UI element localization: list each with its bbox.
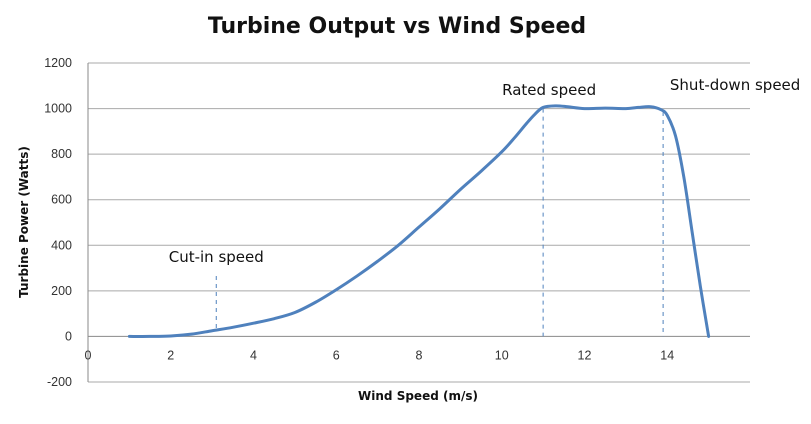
x-tick-label: 4 [250,348,257,362]
y-tick-label: 200 [51,284,72,298]
x-tick-label: 2 [167,348,174,362]
tick-labels: -200 0 200 400 600 800 1000 1200 0 2 4 6 8 10 12 14 [44,56,674,389]
annotation-label: Cut-in speed [169,248,264,266]
series-layer [127,104,711,338]
axis-layer [87,63,750,382]
y-axis-title: Turbine Power (Watts) [17,146,31,298]
x-tick-label: 0 [85,348,92,362]
y-tick-label: -200 [47,375,72,389]
y-tick-label: 0 [65,329,72,343]
x-tick-label: 10 [495,348,509,362]
annotation-label: Shut-down speed [670,76,800,94]
x-tick-label: 6 [333,348,340,362]
annotation-label: Rated speed [502,81,596,99]
y-tick-label: 600 [51,193,72,207]
x-tick-label: 8 [416,348,423,362]
y-tick-label: 1000 [44,102,72,116]
x-axis-title: Wind Speed (m/s) [358,389,478,403]
y-tick-label: 800 [51,147,72,161]
chart-title: Turbine Output vs Wind Speed [208,14,586,39]
y-tick-label: 1200 [44,56,72,70]
x-tick-label: 14 [660,348,674,362]
grid-layer [88,62,750,383]
y-tick-label: 400 [51,238,72,252]
x-tick-label: 12 [578,348,592,362]
series-line [127,104,711,338]
annotation-layer: Cut-in speed Rated speed Shut-down speed [169,76,800,337]
